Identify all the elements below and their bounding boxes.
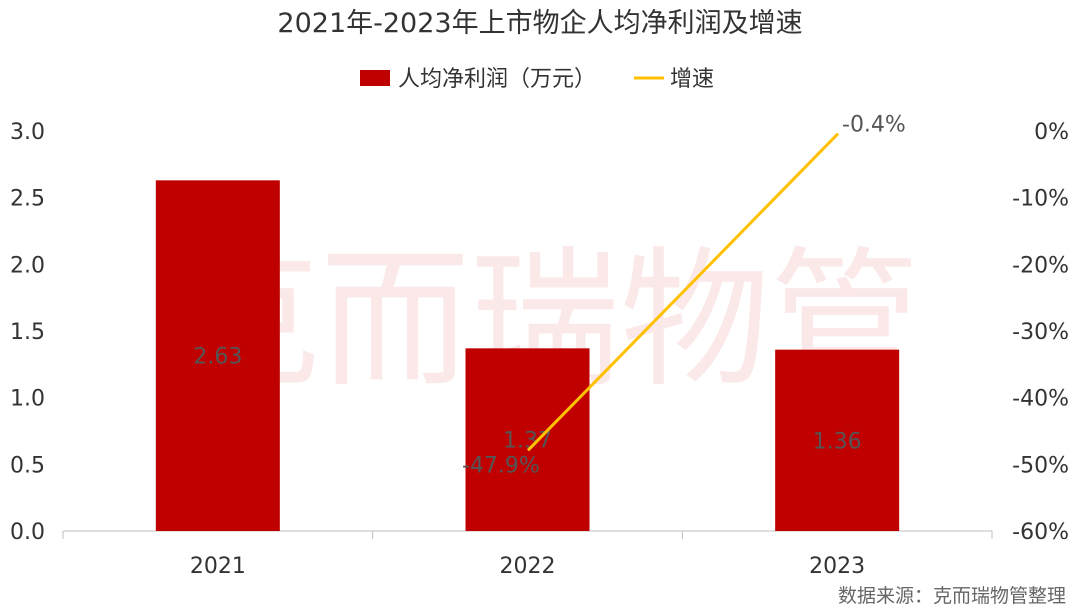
bar — [155, 180, 280, 532]
left-axis-tick-label: 2.5 — [10, 187, 45, 212]
legend-bar-label: 人均净利润（万元） — [398, 67, 596, 92]
left-axis-tick-label: 3.0 — [10, 120, 45, 145]
x-axis-tick-label: 2021 — [190, 554, 246, 579]
bar — [775, 349, 900, 531]
right-axis-tick-label: -10% — [1012, 187, 1069, 212]
x-axis-ticks: 2021 2022 2023 — [62, 531, 993, 579]
left-axis-tick-label: 0.5 — [10, 453, 45, 478]
line-series — [526, 132, 840, 452]
right-axis-tick-label: 0% — [1034, 120, 1069, 145]
right-axis-tick-label: -20% — [1012, 253, 1069, 278]
right-axis-tick-label: -30% — [1012, 320, 1069, 345]
left-axis-tick-label: 0.0 — [10, 520, 45, 545]
line-data-labels: -47.9% -0.4% — [462, 113, 906, 479]
left-axis-tick-label: 2.0 — [10, 253, 45, 278]
bar-series — [155, 180, 900, 532]
x-axis-tick-label: 2023 — [809, 554, 865, 579]
left-axis-tick-label: 1.5 — [10, 320, 45, 345]
legend-bar-swatch — [360, 70, 390, 86]
legend: 人均净利润（万元） 增速 — [360, 67, 714, 92]
growth-line — [526, 132, 840, 452]
chart-title: 2021年-2023年上市物企人均净利润及增速 — [277, 8, 802, 39]
right-axis-tick-label: -40% — [1012, 387, 1069, 412]
left-axis-tick-label: 1.0 — [10, 387, 45, 412]
line-data-label: -0.4% — [842, 113, 906, 138]
right-axis-ticks: -60% -50% -40% -30% -20% -10% 0% — [1012, 120, 1069, 545]
source-note: 数据来源：克而瑞物管整理 — [838, 585, 1066, 607]
right-axis-tick-label: -50% — [1012, 453, 1069, 478]
bar-data-label: 2.63 — [193, 345, 242, 370]
bar-data-label: 1.36 — [813, 429, 862, 454]
bar — [465, 348, 590, 531]
right-axis-tick-label: -60% — [1012, 520, 1069, 545]
left-axis-ticks: 0.0 0.5 1.0 1.5 2.0 2.5 3.0 — [10, 120, 45, 545]
x-axis-tick-label: 2022 — [500, 554, 556, 579]
legend-line-label: 增速 — [670, 67, 714, 92]
line-data-label: -47.9% — [462, 453, 540, 478]
